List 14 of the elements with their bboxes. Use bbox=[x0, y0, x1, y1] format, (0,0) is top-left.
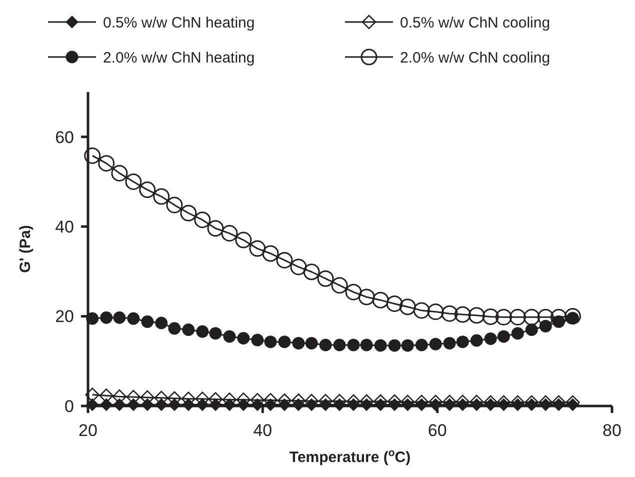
legend-label: 2.0% w/w ChN cooling bbox=[400, 49, 550, 66]
x-axis-title: Temperature ($^{o}$C) bbox=[289, 447, 411, 466]
y-tick-label: 60 bbox=[55, 128, 74, 147]
legend-label: 2.0% w/w ChN heating bbox=[103, 49, 255, 66]
x-tick-label: 80 bbox=[602, 421, 622, 440]
y-tick-label: 40 bbox=[55, 218, 74, 237]
x-tick-label: 40 bbox=[253, 421, 272, 440]
x-tick-label: 60 bbox=[428, 421, 447, 440]
x-tick-label: 20 bbox=[78, 421, 98, 440]
legend-label: 0.5% w/w ChN heating bbox=[103, 14, 255, 32]
legend-label: 0.5% w/w ChN cooling bbox=[400, 14, 550, 32]
y-axis-title: G' (Pa) bbox=[17, 225, 34, 273]
y-tick-label: 20 bbox=[55, 307, 74, 326]
y-tick-label: 0 bbox=[64, 396, 74, 416]
